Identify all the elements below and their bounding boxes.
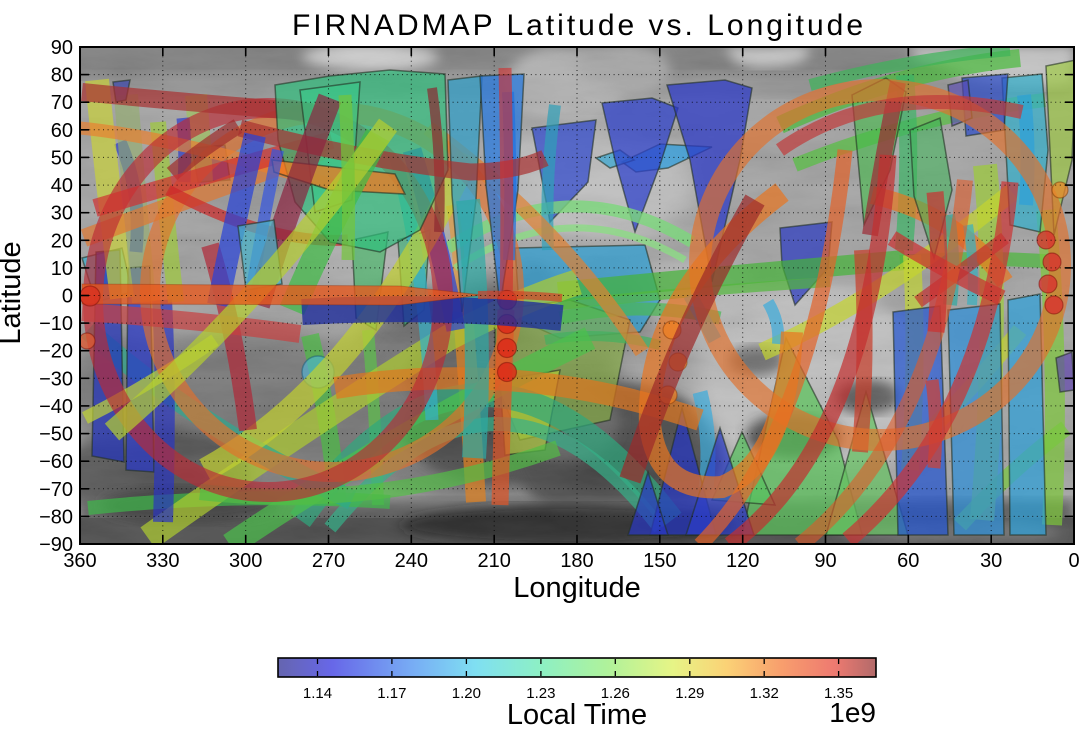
svg-text:1.29: 1.29: [675, 685, 704, 702]
svg-text:120: 120: [726, 550, 759, 572]
svg-text:Latitude: Latitude: [0, 241, 27, 344]
svg-text:360: 360: [63, 550, 96, 572]
svg-text:30: 30: [51, 203, 73, 225]
svg-text:10: 10: [51, 258, 73, 280]
svg-text:150: 150: [643, 550, 676, 572]
svg-text:−40: −40: [39, 396, 73, 418]
svg-text:210: 210: [478, 550, 511, 572]
svg-text:1.35: 1.35: [824, 685, 853, 702]
svg-text:60: 60: [51, 120, 73, 142]
svg-text:90: 90: [51, 37, 73, 59]
svg-text:90: 90: [814, 550, 836, 572]
svg-text:−90: −90: [39, 534, 73, 556]
svg-text:60: 60: [897, 550, 919, 572]
svg-text:0: 0: [62, 286, 73, 308]
svg-text:−50: −50: [39, 424, 73, 446]
svg-text:1.23: 1.23: [526, 685, 555, 702]
svg-text:0: 0: [1068, 550, 1079, 572]
svg-text:70: 70: [51, 92, 73, 114]
svg-text:−80: −80: [39, 506, 73, 528]
svg-text:240: 240: [395, 550, 428, 572]
svg-text:30: 30: [980, 550, 1002, 572]
svg-text:Local Time: Local Time: [507, 699, 647, 731]
svg-text:1.32: 1.32: [750, 685, 779, 702]
svg-text:−60: −60: [39, 451, 73, 473]
svg-text:−10: −10: [39, 313, 73, 335]
svg-text:−20: −20: [39, 341, 73, 363]
svg-text:1.17: 1.17: [377, 685, 406, 702]
svg-text:330: 330: [146, 550, 179, 572]
svg-text:1.20: 1.20: [452, 685, 481, 702]
svg-text:−30: −30: [39, 368, 73, 390]
svg-text:270: 270: [312, 550, 345, 572]
svg-text:Longitude: Longitude: [513, 572, 640, 604]
svg-text:−70: −70: [39, 479, 73, 501]
svg-text:180: 180: [560, 550, 593, 572]
svg-text:50: 50: [51, 147, 73, 169]
svg-text:1.26: 1.26: [601, 685, 630, 702]
svg-text:80: 80: [51, 65, 73, 87]
svg-text:FIRNADMAP Latitude vs. Longitu: FIRNADMAP Latitude vs. Longitude: [292, 9, 866, 42]
svg-text:1.14: 1.14: [303, 685, 332, 702]
svg-text:40: 40: [51, 175, 73, 197]
svg-text:20: 20: [51, 230, 73, 252]
svg-text:300: 300: [229, 550, 262, 572]
svg-text:1e9: 1e9: [829, 697, 876, 728]
